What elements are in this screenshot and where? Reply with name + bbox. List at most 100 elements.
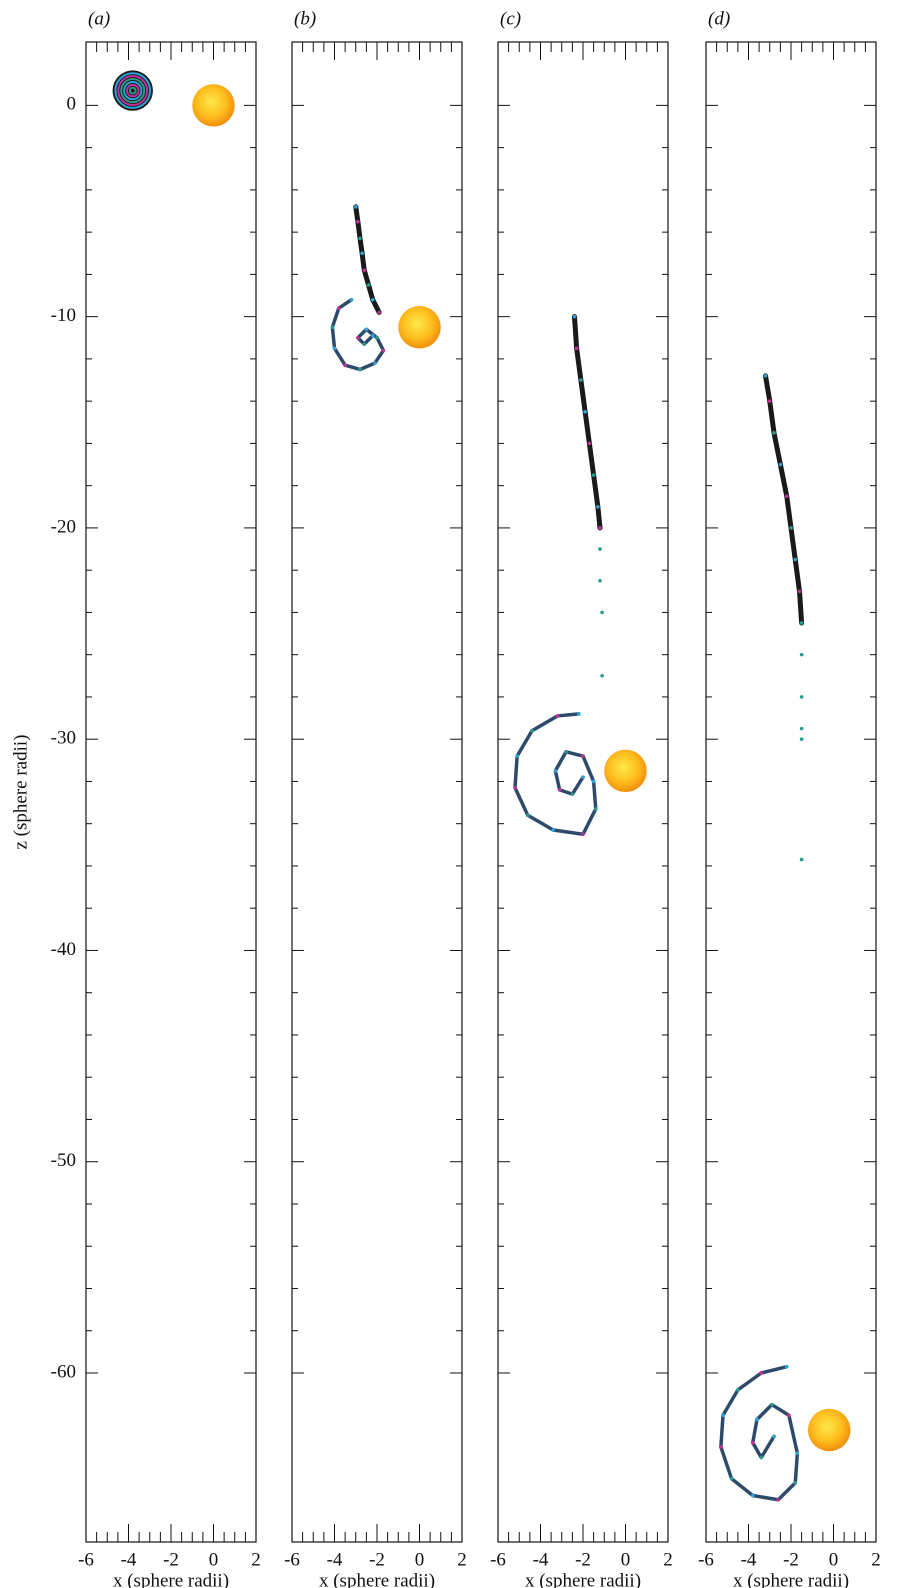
particle [764,374,768,378]
particle [356,220,360,224]
particle [331,325,335,329]
particle [759,1371,763,1375]
particle [382,349,386,353]
particle [598,579,602,583]
particle [375,336,379,340]
particle [515,754,519,758]
particle [736,1388,740,1392]
particle [787,1413,791,1417]
particle [556,714,560,718]
x-tick-label: -6 [490,1549,506,1570]
x-axis-label: x (sphere radii) [733,1570,849,1588]
particle [367,283,371,287]
particle [371,334,375,338]
y-tick-label: -10 [51,305,76,326]
particle [793,558,797,562]
sphere [192,84,235,127]
particle [354,205,358,209]
figure: (a)-6-4-202x (sphere radii)0-10-20-30-40… [0,0,898,1588]
particle [800,858,804,862]
particle [573,315,577,319]
x-tick-label: -2 [575,1549,591,1570]
panel-label: (a) [88,8,110,29]
particle [373,361,377,365]
particle [800,621,804,625]
y-tick-label: -20 [51,516,76,537]
particle [362,342,366,346]
particle [719,1445,723,1449]
particle-band [766,376,802,623]
x-tick-label: -4 [121,1549,137,1570]
particle [358,237,362,241]
particle [564,750,568,754]
particle [343,363,347,367]
particle [772,1435,776,1439]
particle [785,1365,789,1369]
particle [751,1494,755,1498]
particle [362,268,366,272]
particle [530,729,534,733]
sphere [398,306,441,349]
particle [337,306,341,310]
particle [581,832,585,836]
particle [358,368,362,372]
particle [365,328,369,332]
x-tick-label: -4 [741,1549,757,1570]
particle [800,727,804,731]
particle [721,1413,725,1417]
particle [800,653,804,657]
x-tick-label: -4 [327,1549,343,1570]
particle [759,1456,763,1460]
particle [798,589,802,593]
particle [513,786,517,790]
x-tick-label: -2 [369,1549,385,1570]
particle [558,788,562,792]
x-tick-label: -2 [783,1549,799,1570]
x-tick-label: 0 [621,1549,631,1570]
particle [730,1477,734,1481]
x-tick-label: 2 [251,1549,261,1570]
x-tick-label: -6 [698,1549,714,1570]
x-tick-label: 2 [663,1549,673,1570]
x-tick-label: 0 [829,1549,839,1570]
x-tick-label: -6 [284,1549,300,1570]
y-tick-label: -40 [51,939,76,960]
particle [571,792,575,796]
particle [360,251,364,255]
particle [600,674,604,678]
particle [755,1418,759,1422]
particle [785,494,789,498]
particle [776,1498,780,1502]
panel-label: (c) [500,8,521,29]
particle [579,378,583,382]
particle [554,769,558,773]
y-tick-label: 0 [67,94,77,115]
panel-label: (d) [708,8,730,29]
particle [598,547,602,551]
x-axis-label: x (sphere radii) [319,1570,435,1588]
particle [356,336,360,340]
y-tick-label: -60 [51,1361,76,1382]
particle [779,463,783,467]
y-tick-label: -30 [51,728,76,749]
panel-label: (b) [294,8,316,29]
particle [583,410,587,414]
particle [581,754,585,758]
sphere [808,1409,851,1452]
y-tick-label: -50 [51,1150,76,1171]
x-tick-label: -6 [78,1549,94,1570]
panel-frame [706,42,876,1542]
x-tick-label: 0 [415,1549,425,1570]
particle [350,298,354,302]
particle [772,431,776,435]
x-tick-label: -2 [163,1549,179,1570]
particle [333,347,337,351]
particle [598,526,602,530]
particle [577,712,581,716]
x-tick-label: 0 [209,1549,219,1570]
panel-frame [498,42,668,1542]
particle [581,775,585,779]
particle [588,442,592,446]
